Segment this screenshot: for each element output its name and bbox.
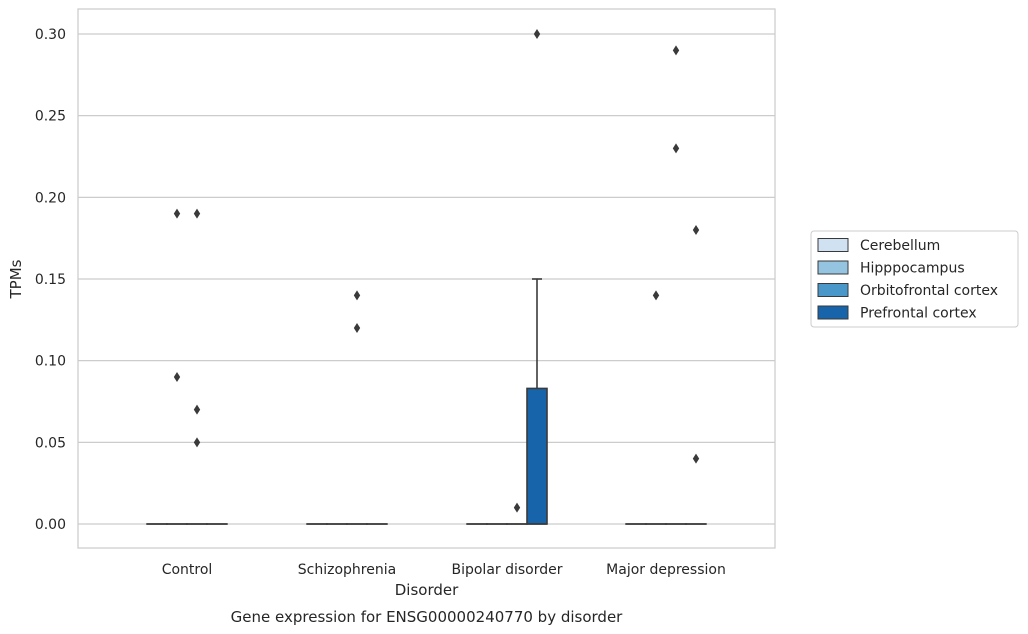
legend: Cerebellum Hipppocampus Orbitofrontal cort…: [810, 230, 1019, 328]
outlier-point: [193, 404, 201, 415]
y-tick-label: 0.05: [35, 435, 66, 451]
y-axis-label: TPMs: [7, 259, 25, 299]
y-tick-label: 0.30: [35, 27, 66, 43]
outlier-point: [193, 437, 201, 448]
y-tick-labels: 0.00 0.05 0.10 0.15 0.20 0.25 0.30: [35, 27, 66, 533]
legend-items: Cerebellum Hipppocampus Orbitofrontal cort…: [817, 238, 998, 322]
outlier-point: [173, 372, 181, 382]
figure-caption: Gene expression for ENSG00000240770 by d…: [231, 608, 624, 626]
outlier-point: [353, 290, 361, 301]
outlier-point: [353, 323, 361, 333]
boxes: [146, 278, 707, 525]
outlier-point: [672, 45, 680, 56]
x-tick-labels: Control Schizophrenia Bipolar disorder Majo…: [162, 562, 726, 578]
y-tick-label: 0.10: [35, 354, 66, 370]
outlier-point: [692, 225, 700, 235]
legend-swatch: [817, 260, 849, 275]
legend-swatch: [817, 283, 849, 297]
box: [526, 387, 548, 525]
legend-label: Hipppocampus: [860, 261, 965, 277]
legend-swatch: [817, 305, 849, 320]
y-tick-label: 0.00: [35, 517, 66, 533]
x-axis-label: Disorder: [395, 581, 459, 599]
y-tick-label: 0.25: [35, 109, 66, 125]
outlier-point: [692, 453, 700, 464]
y-tick-label: 0.15: [35, 272, 66, 288]
legend-frame: [810, 230, 1019, 328]
plot-frame: [77, 8, 776, 549]
outlier-point: [533, 29, 541, 39]
outlier-points: [173, 29, 700, 513]
legend-label: Cerebellum: [860, 238, 940, 254]
legend-label: Orbitofrontal cortex: [860, 283, 998, 299]
y-tick-label: 0.20: [35, 190, 66, 206]
outlier-point: [513, 502, 521, 513]
legend-label: Prefrontal cortex: [860, 306, 977, 322]
outlier-point: [173, 208, 181, 219]
x-tick-label: Major depression: [606, 562, 726, 578]
legend-swatch: [817, 238, 849, 252]
x-tick-label: Schizophrenia: [298, 562, 396, 578]
x-tick-label: Control: [162, 562, 213, 578]
outlier-point: [672, 143, 680, 154]
outlier-point: [652, 290, 660, 301]
outlier-point: [193, 208, 201, 219]
x-tick-label: Bipolar disorder: [451, 562, 562, 578]
